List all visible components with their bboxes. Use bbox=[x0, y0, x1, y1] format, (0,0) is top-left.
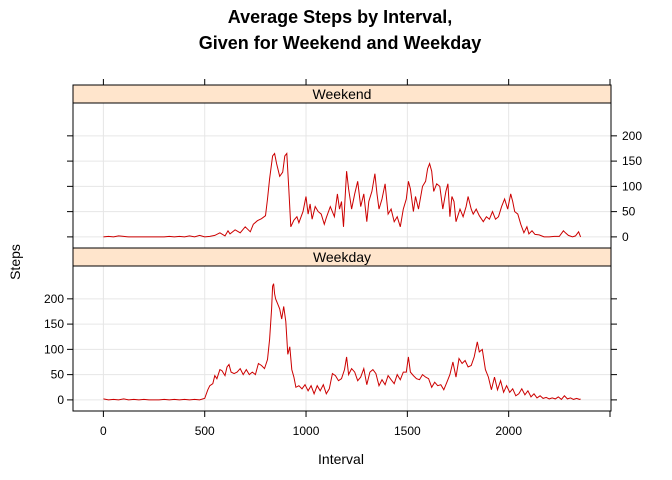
panel-strip-label-weekday: Weekday bbox=[313, 249, 371, 265]
panel-strip-label-weekend: Weekend bbox=[313, 86, 372, 102]
x-tick-label: 0 bbox=[100, 424, 107, 438]
x-tick-label: 500 bbox=[195, 424, 215, 438]
y-tick-label-weekend: 100 bbox=[622, 179, 642, 193]
y-tick-label-weekend: 150 bbox=[622, 154, 642, 168]
chart-title-line1: Average Steps by Interval, bbox=[228, 7, 452, 27]
series-line-weekday bbox=[103, 283, 581, 401]
panel-frame-weekend bbox=[72, 102, 612, 249]
y-tick-label-weekday: 100 bbox=[44, 342, 64, 356]
y-tick-label-weekday: 200 bbox=[44, 292, 64, 306]
x-tick-label: 1500 bbox=[394, 424, 421, 438]
y-tick-label-weekday: 0 bbox=[57, 393, 64, 407]
y-tick-label-weekend: 200 bbox=[622, 129, 642, 143]
chart-title-line2: Given for Weekend and Weekday bbox=[199, 33, 481, 53]
y-tick-label-weekend: 0 bbox=[622, 230, 629, 244]
x-axis-label: Interval bbox=[318, 451, 364, 467]
y-tick-label-weekday: 50 bbox=[51, 368, 65, 382]
y-tick-label-weekday: 150 bbox=[44, 317, 64, 331]
y-tick-label-weekend: 50 bbox=[622, 205, 636, 219]
x-tick-label: 1000 bbox=[293, 424, 320, 438]
series-line-weekend bbox=[103, 152, 582, 238]
panel-frame-weekday bbox=[72, 265, 612, 412]
y-axis-label: Steps bbox=[7, 244, 23, 280]
x-tick-label: 2000 bbox=[495, 424, 522, 438]
